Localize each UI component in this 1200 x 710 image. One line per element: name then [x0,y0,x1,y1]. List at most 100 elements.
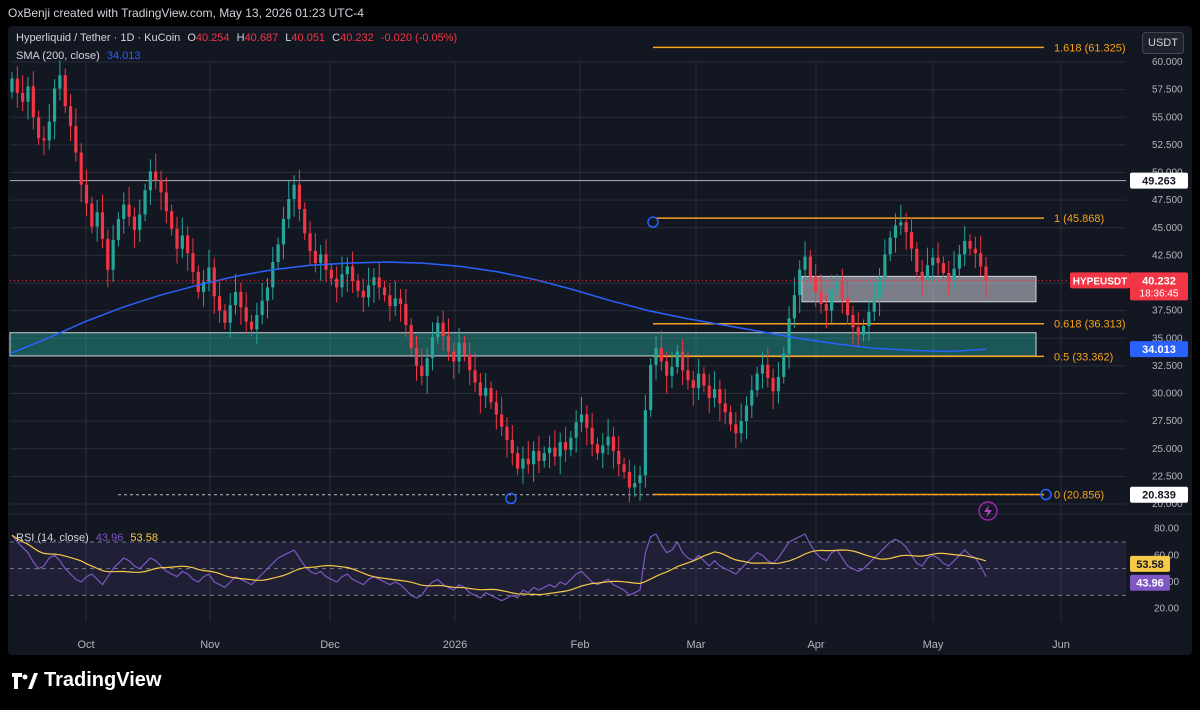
candle-body [186,235,190,254]
candle-body [558,442,562,457]
candle-body [196,271,200,292]
candle-body [723,403,727,413]
change-value: -0.020 (-0.05%) [380,32,458,44]
candle-body [271,262,275,288]
candle-body [68,106,73,127]
candle-body [638,475,642,484]
fib-anchor-bottom [505,492,517,505]
price-tick-label: 52.500 [1152,140,1183,151]
fib-level-label: 1.618 (61.325) [1054,42,1126,54]
candle-body [744,405,749,422]
candle-body [106,238,110,270]
candle-body [601,445,605,454]
price-tick-label: 25.000 [1152,444,1183,455]
candle-body [452,351,456,362]
rsi-legend: RSI (14, close) 43.96 53.58 [16,532,162,544]
rsi-ma-line [11,534,987,596]
candle-body [691,380,695,388]
candle-body [739,421,743,434]
price-tick-label: 27.500 [1152,416,1183,427]
candle-body [606,436,610,446]
lightning-glyph [984,505,992,518]
sma-price-tag: 34.013 [1142,344,1176,356]
candle-body [446,336,451,352]
candle-body [771,378,775,392]
candle-body [947,273,951,281]
candle-body [633,483,637,488]
chart-frame[interactable]: 60.00057.50055.00052.50050.00047.50045.0… [8,26,1192,655]
candle-body [968,241,972,249]
candle-body [569,437,573,450]
fib-level-label: 0.618 (36.313) [1054,319,1126,331]
support-price-tag: 20.839 [1142,490,1176,502]
close-value: 40.232 [340,32,374,44]
candle-body [931,257,935,266]
candle-body [265,287,270,301]
candle-body [654,348,658,365]
candle-body [148,171,152,191]
candle-body [478,382,482,396]
candle-body [372,277,376,286]
candle-body [329,269,333,279]
candle-body [963,241,967,255]
time-tick-label: Feb [571,639,590,651]
candle-body [670,366,674,376]
candle-body [718,389,722,404]
candle-body [233,291,238,306]
fib-level-label: 1 (45.868) [1054,213,1104,225]
candle-body [782,353,786,377]
time-tick-label: Jun [1052,639,1070,651]
candle-body [585,414,589,428]
candle-body [159,180,163,193]
candle-body [281,218,286,245]
candle-body [521,458,525,469]
candle-body [547,447,552,454]
time-tick-label: Oct [77,639,94,651]
candle-body [867,311,871,327]
chart-canvas[interactable]: 60.00057.50055.00052.50050.00047.50045.0… [8,26,1192,655]
candle-body [90,203,94,227]
symbol-tag-bg [1070,272,1130,289]
candle-body [351,266,355,281]
candle-body [436,322,440,338]
candle-body [249,321,254,330]
candle-body [398,298,403,304]
close-label: C [332,32,341,44]
candle-body [872,298,876,312]
tradingview-logo[interactable]: TradingView [12,669,161,692]
candle-body [468,354,472,371]
price-tick-label: 60.000 [1152,57,1183,68]
candle-body [382,287,387,296]
top-bar: OxBenji created with TradingView.com, Ma… [0,0,1200,26]
candle-body [404,303,408,325]
candle-body [649,364,653,411]
time-tick-label: 2026 [443,639,467,651]
candle-body [308,233,312,251]
candle-body [814,276,818,292]
tradingview-logo-icon [12,672,38,689]
price-tick-label: 42.500 [1152,250,1183,261]
candle-body [696,373,701,388]
candle-body [973,248,977,254]
candle-body [702,373,706,386]
candle-body [957,254,961,269]
candle-body [420,365,424,376]
currency-button[interactable]: USDT [1142,32,1184,54]
candle-body [846,298,850,316]
candle-body [760,364,765,374]
candle-body [665,361,669,376]
candle-body [319,254,323,264]
candle-body [563,442,568,450]
candle-body [441,322,445,337]
candle-body [750,390,754,406]
candle-body [154,171,158,181]
candle-body [367,285,371,298]
candle-body [484,387,488,396]
candle-body [920,271,924,281]
candle-body [755,373,759,391]
candle-body [883,254,887,278]
candle-body [313,250,317,264]
candle-body [42,138,46,141]
candle-body [58,75,62,89]
candle-body [489,387,493,403]
